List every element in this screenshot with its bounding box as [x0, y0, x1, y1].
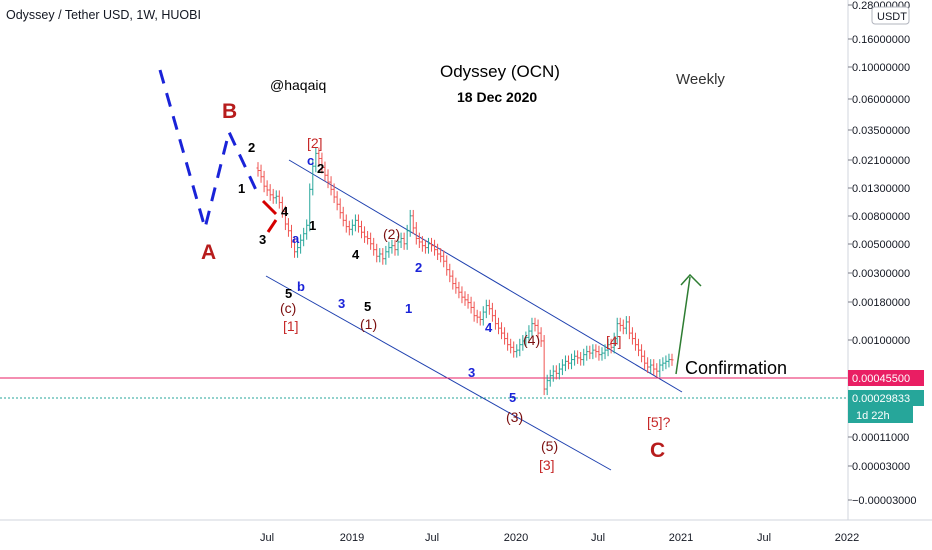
- wave-maroon-3: (3): [506, 409, 523, 425]
- wave-black-4: 4: [281, 204, 289, 219]
- chart-title: Odyssey (OCN): [440, 62, 560, 81]
- time-scale-label: 2022: [835, 532, 859, 544]
- wave-maroon-4: (4): [523, 332, 540, 348]
- price-scale-label: 0.01300000: [852, 183, 910, 195]
- countdown-tag-text: 1d 22h: [856, 410, 890, 422]
- wave-maroon-2: (2): [383, 226, 400, 242]
- wave-red-1: [1]: [283, 318, 299, 334]
- time-scale-label: Jul: [757, 532, 771, 544]
- current-price-tag-text: 0.00029833: [852, 393, 910, 405]
- wave-maroon-5: (5): [541, 438, 558, 454]
- level-price-tag-text: 0.00045500: [852, 373, 910, 385]
- wave-red-5: [5]?: [647, 414, 671, 430]
- chart-date: 18 Dec 2020: [457, 89, 537, 105]
- price-scale-label: 0.00300000: [852, 268, 910, 280]
- time-scale-label: Jul: [591, 532, 605, 544]
- wave-blue-a: a: [292, 231, 300, 246]
- price-scale-label: 0.00500000: [852, 239, 910, 251]
- time-scale-label: Jul: [425, 532, 439, 544]
- timeframe-label: Weekly: [676, 71, 725, 88]
- wave-label-C: C: [650, 439, 665, 462]
- price-scale-label: 0.00100000: [852, 335, 910, 347]
- time-scale-label: 2021: [669, 532, 693, 544]
- wave-red-2: [2]: [307, 135, 323, 151]
- symbol-title: Odyssey / Tether USD, 1W, HUOBI: [6, 8, 201, 22]
- wave-black-2: 2: [248, 140, 255, 155]
- confirmation-label: Confirmation: [685, 358, 787, 378]
- time-scale-label: 2019: [340, 532, 364, 544]
- candles-group: [256, 147, 674, 396]
- wave-red-4: [4]: [606, 333, 622, 349]
- wave-a-dashed-line: [158, 69, 258, 234]
- price-scale-label: 0.02100000: [852, 155, 910, 167]
- price-scale-label: 0.10000000: [852, 62, 910, 74]
- wave-blue-5: 5: [509, 390, 516, 405]
- price-scale[interactable]: 0.280000000.160000000.100000000.06000000…: [848, 0, 917, 507]
- wave-maroon-1: (1): [360, 316, 377, 332]
- author-tag: @haqaiq: [270, 77, 326, 93]
- wave-black-5b: 5: [364, 299, 371, 314]
- time-scale-label: 2020: [504, 532, 528, 544]
- price-scale-label: −0.00003000: [852, 495, 917, 507]
- breakout-arrow-line: [675, 276, 691, 375]
- wave-black-3: 3: [259, 232, 266, 247]
- price-scale-label: 0.00011000: [852, 432, 909, 444]
- price-scale-label: 0.00180000: [852, 297, 910, 309]
- time-scale[interactable]: Jul 2019 Jul 2020 Jul 2021 Jul 2022: [260, 532, 859, 544]
- currency-button-bg[interactable]: [871, 6, 910, 25]
- price-scale-label: 0.00003000: [852, 461, 910, 473]
- countdown-tag: [848, 406, 913, 423]
- wave-black-4b: 4: [352, 247, 360, 262]
- price-scale-label: 0.16000000: [852, 34, 910, 46]
- wave-maroon-c: (c): [280, 300, 296, 316]
- wave-blue-b: b: [297, 279, 305, 294]
- wave-label-B: B: [222, 100, 237, 123]
- wave-blue-1: 1: [405, 301, 412, 316]
- wave-blue-4: 4: [485, 320, 493, 335]
- wave-blue-c: c: [307, 153, 314, 168]
- price-scale-label: 0.00800000: [852, 211, 910, 223]
- wave-label-A: A: [201, 241, 216, 264]
- wave-blue-3b: 3: [468, 365, 475, 380]
- wave-black-1b: 1: [309, 218, 316, 233]
- breakout-arrow-head: [680, 273, 702, 287]
- currency-button[interactable]: USDT: [877, 11, 907, 23]
- wave-red-segment-2: [266, 219, 278, 233]
- current-price-tag: [848, 390, 924, 406]
- price-scale-label: 0.06000000: [852, 94, 910, 106]
- wave-black-5: 5: [285, 286, 292, 301]
- wave-black-2b: 2: [317, 161, 324, 176]
- time-scale-label: Jul: [260, 532, 274, 544]
- wave-red-3: [3]: [539, 457, 555, 473]
- price-scale-label: 0.03500000: [852, 125, 910, 137]
- wave-black-1: 1: [238, 181, 245, 196]
- channel-upper-line[interactable]: [288, 159, 683, 393]
- channel-lower-line[interactable]: [265, 275, 612, 471]
- wave-red-segment-1: [261, 199, 278, 216]
- wave-blue-2: 2: [415, 260, 422, 275]
- wave-blue-3: 3: [338, 296, 345, 311]
- level-price-tag: [848, 370, 924, 386]
